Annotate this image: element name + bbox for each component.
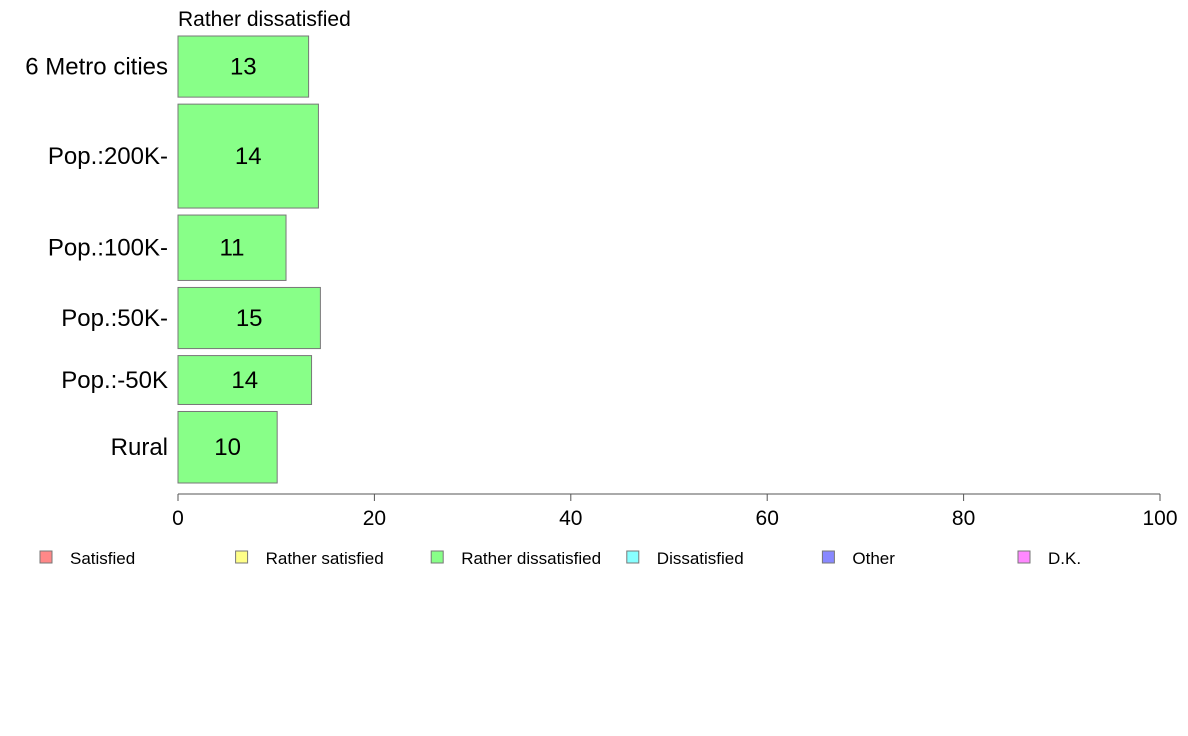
legend-swatch bbox=[430, 550, 444, 564]
legend: Satisfied Rather satisfied Rather dissatis… bbox=[39, 549, 1081, 568]
legend-swatch bbox=[235, 550, 249, 564]
legend-swatch bbox=[1017, 550, 1031, 564]
chart-title: Rather dissatisfied bbox=[178, 8, 351, 31]
bar-value-label: 10 bbox=[214, 434, 241, 461]
legend-label: Satisfied bbox=[70, 549, 135, 568]
legend-label: Dissatisfied bbox=[657, 549, 744, 568]
legend-label: Rather dissatisfied bbox=[461, 549, 601, 568]
category-label: Rural bbox=[111, 434, 168, 461]
bar bbox=[177, 103, 319, 209]
category-label: Pop.:200K- bbox=[48, 143, 168, 170]
category-label: Pop.:100K- bbox=[48, 235, 168, 262]
bar-value-label: 14 bbox=[231, 367, 258, 394]
bar-value-label: 11 bbox=[220, 235, 245, 262]
category-label: 6 Metro cities bbox=[25, 54, 168, 81]
x-tick-label: 40 bbox=[559, 507, 582, 530]
bar bbox=[177, 355, 313, 405]
x-tick-label: 20 bbox=[363, 507, 386, 530]
legend-swatch bbox=[39, 550, 53, 564]
bar bbox=[177, 35, 310, 98]
x-tick-label: 100 bbox=[1142, 507, 1177, 530]
bar bbox=[177, 214, 287, 281]
bar bbox=[177, 286, 321, 350]
legend-label: Other bbox=[852, 549, 895, 568]
legend-label: D.K. bbox=[1048, 549, 1081, 568]
category-label: Pop.:50K- bbox=[61, 305, 168, 332]
bar-value-label: 13 bbox=[230, 54, 257, 81]
bar-value-label: 14 bbox=[235, 143, 262, 170]
legend-swatch bbox=[626, 550, 640, 564]
bar bbox=[177, 410, 278, 484]
x-tick-label: 60 bbox=[756, 507, 779, 530]
legend-swatch bbox=[821, 550, 835, 564]
legend-label: Rather satisfied bbox=[266, 549, 384, 568]
category-label: Pop.:-50K bbox=[61, 367, 168, 394]
bar-value-label: 15 bbox=[236, 305, 263, 332]
bars-group: 13 6 Metro cities 14 Pop.:200K- 11 Pop.:100K-… bbox=[25, 35, 321, 484]
x-tick-label: 80 bbox=[952, 507, 975, 530]
x-tick-label: 0 bbox=[172, 507, 184, 530]
x-axis: 0 20 40 60 80 100 bbox=[172, 493, 1178, 530]
